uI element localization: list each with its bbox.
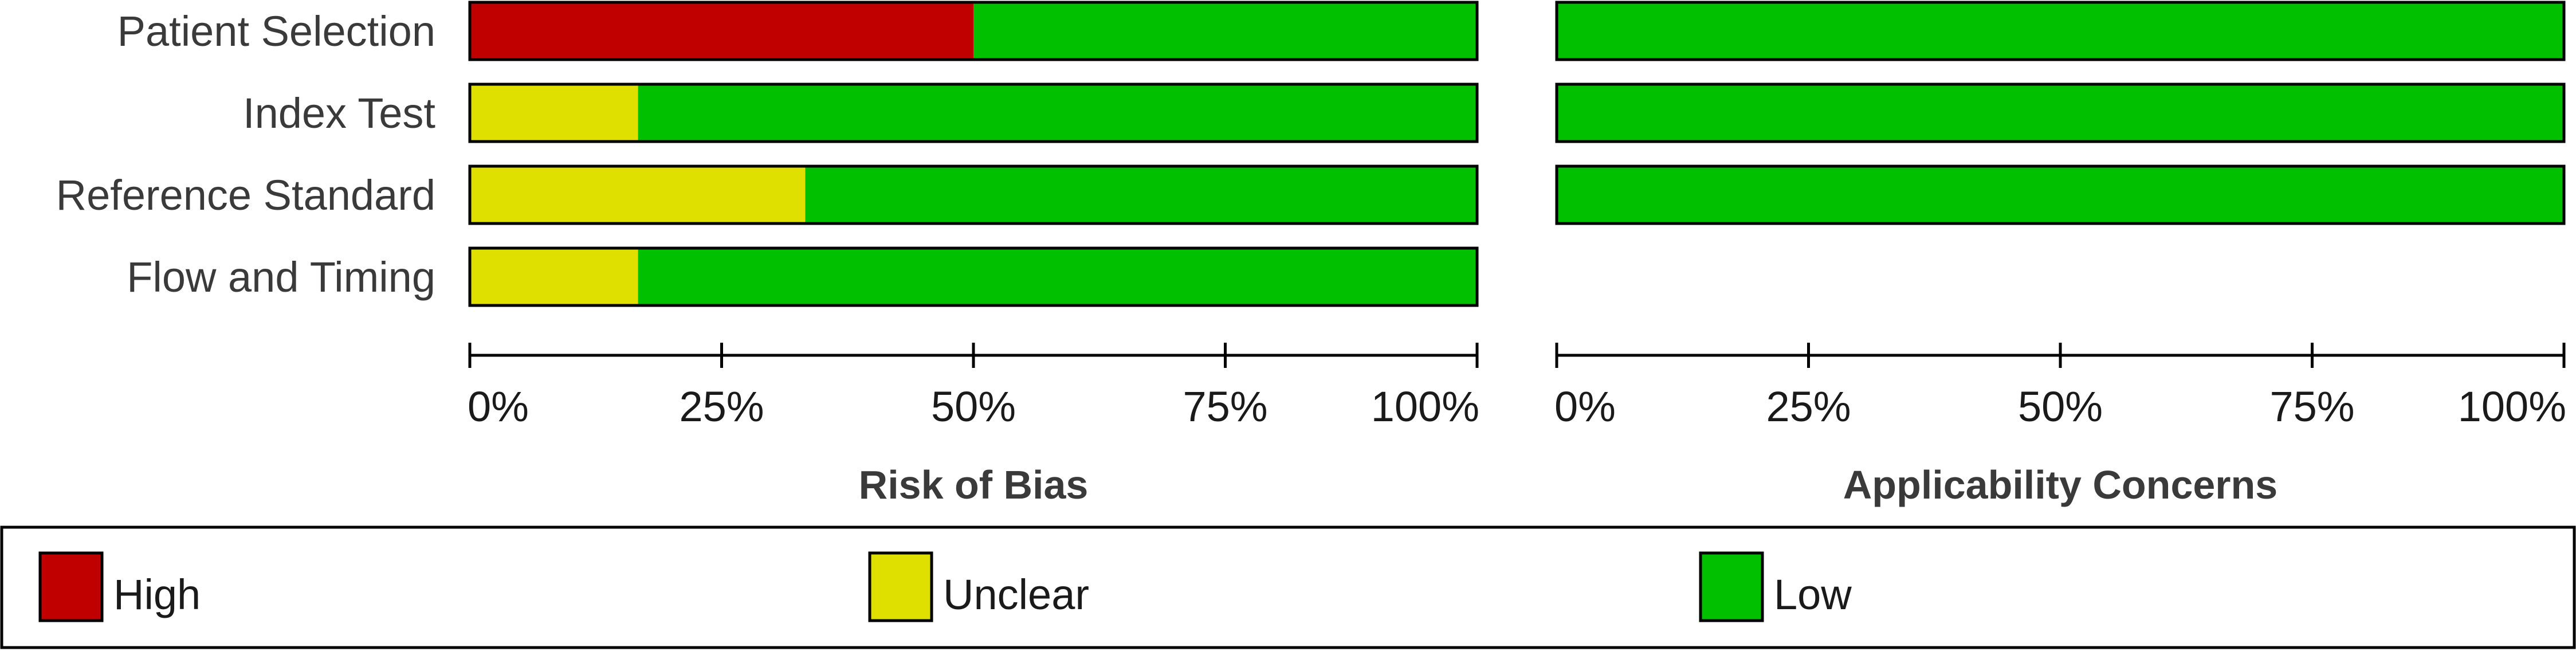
bar-outline-risk-of-bias-reference-standard: [468, 164, 1479, 225]
bar-risk-of-bias-index-test-unclear: [470, 84, 638, 142]
category-labels: Patient Selection Index Test Reference Sta…: [56, 7, 436, 301]
applicability-concerns-panel: 0% 25% 50% 75% 100% Applicability Concerns: [1554, 1, 2566, 507]
legend-swatch-low: [1699, 551, 1764, 622]
legend-swatch-high: [38, 551, 104, 622]
panel-title-applicability-concerns: Applicability Concerns: [1843, 462, 2277, 507]
category-label-reference-standard: Reference Standard: [56, 171, 435, 219]
bar-outline-risk-of-bias-patient-selection: [468, 1, 1479, 61]
bar-risk-of-bias-index-test-low: [638, 84, 1477, 142]
x-tick-label-applicability-concerns-2: 50%: [2018, 383, 2103, 430]
legend: High Unclear Low: [0, 525, 2576, 649]
legend-swatch-unclear: [868, 551, 933, 622]
x-tick-label-applicability-concerns-0: 0%: [1554, 383, 1616, 430]
x-tick-label-risk-of-bias-3: 75%: [1183, 383, 1267, 430]
x-tick-label-risk-of-bias-1: 25%: [679, 383, 764, 430]
bar-risk-of-bias-reference-standard-low: [805, 166, 1477, 223]
legend-label-low: Low: [1774, 571, 1852, 618]
bar-applicability-concerns-reference-standard-low: [1557, 166, 2564, 223]
legend-label-unclear: Unclear: [943, 571, 1089, 618]
bar-risk-of-bias-flow-and-timing-low: [638, 248, 1477, 305]
bar-outline-risk-of-bias-flow-and-timing: [468, 246, 1479, 307]
bar-applicability-concerns-index-test-low: [1557, 84, 2564, 142]
bar-applicability-concerns-patient-selection-low: [1557, 2, 2564, 60]
bar-risk-of-bias-reference-standard-unclear: [470, 166, 806, 223]
bar-risk-of-bias-patient-selection-low: [973, 2, 1477, 60]
x-tick-label-applicability-concerns-4: 100%: [2458, 383, 2566, 430]
bar-risk-of-bias-patient-selection-high: [470, 2, 973, 60]
x-tick-label-risk-of-bias-0: 0%: [468, 383, 529, 430]
risk-of-bias-panel: 0% 25% 50% 75% 100% Risk of Bias: [468, 1, 1479, 507]
bar-risk-of-bias-flow-and-timing-unclear: [470, 248, 638, 305]
bar-outline-applicability-concerns-reference-standard: [1555, 164, 2566, 225]
x-tick-label-applicability-concerns-3: 75%: [2269, 383, 2354, 430]
bar-outline-applicability-concerns-patient-selection: [1555, 1, 2566, 61]
bar-outline-applicability-concerns-index-test: [1555, 83, 2566, 143]
category-label-index-test: Index Test: [243, 89, 435, 137]
legend-frame: [0, 525, 2576, 649]
x-tick-label-risk-of-bias-4: 100%: [1371, 383, 1479, 430]
panel-title-risk-of-bias: Risk of Bias: [859, 462, 1089, 507]
category-label-patient-selection: Patient Selection: [117, 7, 435, 55]
x-tick-label-applicability-concerns-1: 25%: [1766, 383, 1851, 430]
x-tick-label-risk-of-bias-2: 50%: [931, 383, 1016, 430]
bar-outline-risk-of-bias-index-test: [468, 83, 1479, 143]
legend-label-high: High: [113, 571, 201, 618]
category-label-flow-and-timing: Flow and Timing: [127, 253, 435, 301]
